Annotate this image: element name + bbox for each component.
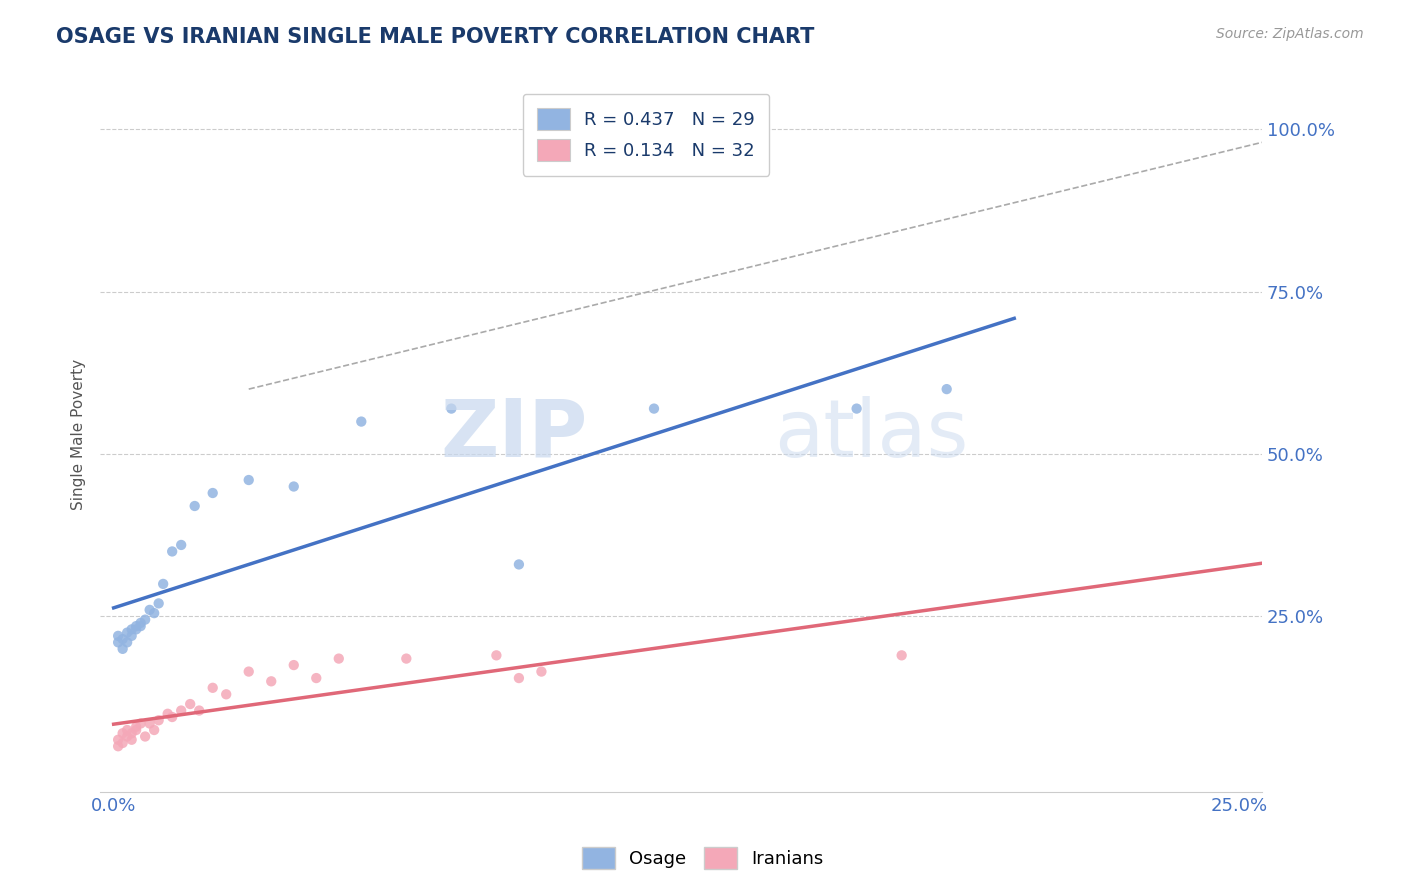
Point <box>440 401 463 416</box>
Point <box>111 641 134 656</box>
Point <box>152 577 174 591</box>
Point <box>305 671 328 685</box>
Point <box>115 635 138 649</box>
Point <box>160 710 183 724</box>
Text: atlas: atlas <box>773 395 969 474</box>
Point <box>238 665 260 679</box>
Point <box>143 606 166 620</box>
Point <box>508 558 530 572</box>
Point <box>115 730 138 744</box>
Point <box>134 730 156 744</box>
Point <box>183 499 205 513</box>
Point <box>201 486 224 500</box>
Point <box>107 629 129 643</box>
Point <box>138 716 160 731</box>
Point <box>530 665 553 679</box>
Point <box>935 382 957 396</box>
Point <box>111 736 134 750</box>
Point <box>148 596 170 610</box>
Point <box>156 706 179 721</box>
Point <box>125 619 148 633</box>
Point <box>115 625 138 640</box>
Point <box>129 615 152 630</box>
Text: OSAGE VS IRANIAN SINGLE MALE POVERTY CORRELATION CHART: OSAGE VS IRANIAN SINGLE MALE POVERTY COR… <box>56 27 814 46</box>
Point <box>485 648 508 663</box>
Point <box>121 726 143 740</box>
Point <box>134 613 156 627</box>
Point <box>201 681 224 695</box>
Point <box>890 648 912 663</box>
Point <box>215 687 238 701</box>
Text: Source: ZipAtlas.com: Source: ZipAtlas.com <box>1216 27 1364 41</box>
Y-axis label: Single Male Poverty: Single Male Poverty <box>72 359 86 510</box>
Point <box>238 473 260 487</box>
Point <box>107 739 129 754</box>
Point <box>160 544 183 558</box>
Point <box>115 723 138 737</box>
Point <box>121 732 143 747</box>
Point <box>170 538 193 552</box>
Text: ZIP: ZIP <box>441 395 588 474</box>
Point <box>283 479 305 493</box>
Legend: Osage, Iranians: Osage, Iranians <box>574 838 832 879</box>
Point <box>188 704 211 718</box>
Point <box>328 651 350 665</box>
Point <box>170 704 193 718</box>
Point <box>111 632 134 646</box>
Point <box>508 671 530 685</box>
Point <box>395 651 418 665</box>
Point <box>121 629 143 643</box>
Point <box>283 658 305 673</box>
Point <box>260 674 283 689</box>
Point <box>643 401 665 416</box>
Point <box>350 415 373 429</box>
Point <box>129 716 152 731</box>
Point <box>129 619 152 633</box>
Point <box>107 732 129 747</box>
Point <box>125 623 148 637</box>
Point <box>148 713 170 727</box>
Point <box>107 635 129 649</box>
Point <box>138 603 160 617</box>
Point <box>121 623 143 637</box>
Point <box>179 697 201 711</box>
Point <box>125 720 148 734</box>
Point <box>143 723 166 737</box>
Point <box>845 401 868 416</box>
Point <box>125 723 148 737</box>
Point <box>111 726 134 740</box>
Legend: R = 0.437   N = 29, R = 0.134   N = 32: R = 0.437 N = 29, R = 0.134 N = 32 <box>523 94 769 176</box>
